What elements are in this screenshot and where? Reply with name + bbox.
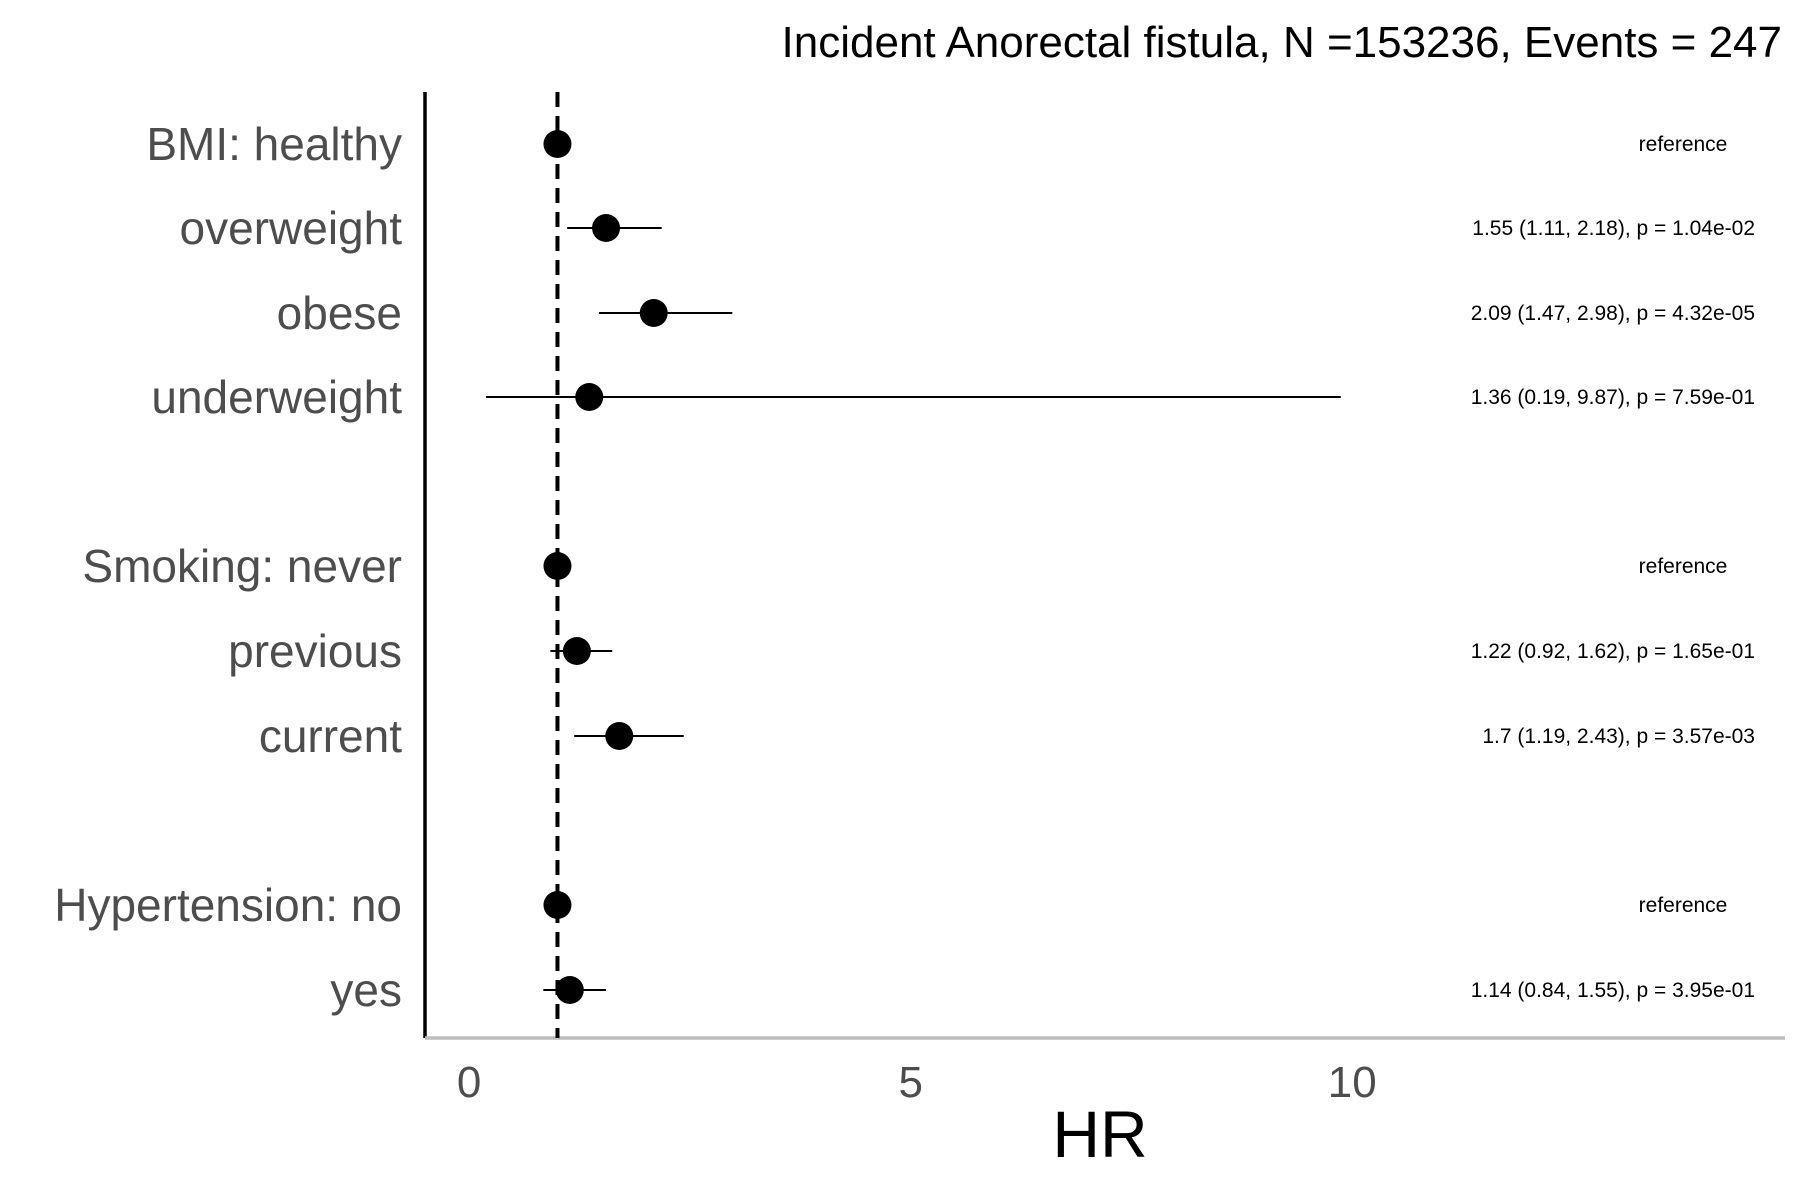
axes-layer: 0 5 10	[423, 92, 1785, 1107]
hr-point	[543, 552, 572, 580]
row-label: obese	[277, 287, 402, 339]
reference-annotation: reference	[1639, 555, 1728, 578]
hr-annotation: 2.09 (1.47, 2.98), p = 4.32e-05	[1471, 302, 1755, 325]
row-label: BMI: healthy	[146, 118, 402, 170]
hr-annotation: 1.55 (1.11, 2.18), p = 1.04e-02	[1472, 217, 1755, 240]
hr-annotation: 1.7 (1.19, 2.43), p = 3.57e-03	[1482, 725, 1755, 748]
row-label: underweight	[151, 371, 402, 423]
hr-point	[592, 214, 621, 242]
hr-annotation: 1.14 (0.84, 1.55), p = 3.95e-01	[1471, 979, 1755, 1002]
hr-point	[639, 299, 668, 327]
row-label: Hypertension: no	[54, 879, 402, 931]
hr-point	[605, 722, 634, 750]
reference-annotation: reference	[1639, 133, 1728, 156]
hr-point	[562, 637, 591, 665]
hr-point	[543, 130, 572, 158]
x-tick-label: 5	[898, 1058, 922, 1107]
chart-title: Incident Anorectal fistula, N =153236, E…	[782, 18, 1782, 67]
row-label: Smoking: never	[82, 540, 402, 592]
reference-annotation: reference	[1639, 894, 1728, 917]
labels-layer: BMI: healthy reference overweight 1.55 (1.1…	[54, 118, 1755, 1016]
row-label: overweight	[180, 202, 403, 254]
row-label: current	[259, 710, 402, 762]
hr-annotation: 1.36 (0.19, 9.87), p = 7.59e-01	[1471, 386, 1755, 409]
row-label: yes	[330, 964, 402, 1016]
hr-annotation: 1.22 (0.92, 1.62), p = 1.65e-01	[1471, 640, 1755, 663]
row-label: previous	[228, 625, 402, 677]
x-tick-label: 10	[1328, 1058, 1377, 1107]
x-axis-title: HR	[1052, 1097, 1147, 1171]
x-tick-label: 0	[457, 1058, 481, 1107]
marks-layer	[485, 130, 1341, 1004]
hr-point	[543, 891, 572, 919]
hr-point	[575, 383, 604, 411]
hr-point	[555, 976, 584, 1004]
